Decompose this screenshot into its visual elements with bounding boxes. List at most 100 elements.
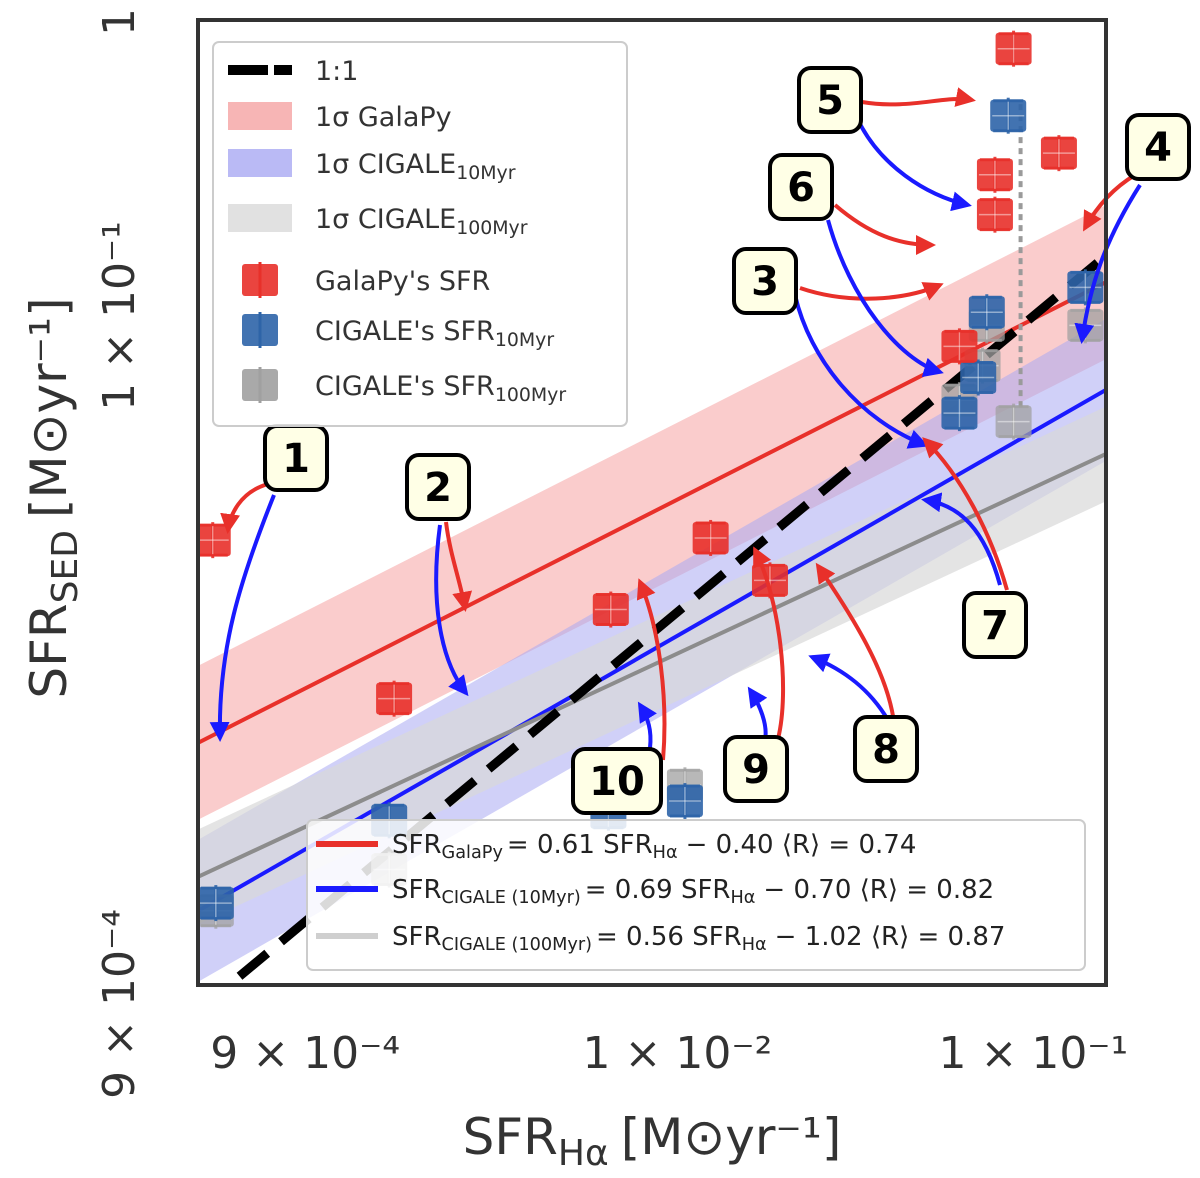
fit-line-cigale-100myr- [198,452,1106,879]
marker-square [968,296,1005,329]
y-axis-label-sub: SED [45,530,86,603]
callout-arrow-5-blue [856,119,972,212]
callout-arrow-2-red [444,521,473,612]
legend-label-pts_cigale100-sub: 100Myr [495,384,567,406]
callout-box-5 [797,66,863,134]
callout-label-7: 7 [981,603,1009,649]
legend-label-pts_cigale10: CIGALE's SFR10Myr [315,316,554,351]
fit-legend-lhs: SFR [392,922,442,952]
legend-frame [212,41,628,427]
callout-label-4: 4 [1144,125,1172,171]
legend-swatch-band_cigale100 [228,204,292,232]
y-tick-label-0: 9 × 10⁻⁴ [94,909,145,1099]
callout-arrow-1-blue [209,494,276,742]
legend-swatch-band_cigale10 [228,149,292,177]
point-galapy-s-sfr-10 [592,591,629,628]
callout-arrow-8-blue [808,653,890,722]
callout-label-5: 5 [816,78,844,124]
marker-square [376,682,413,715]
callout-label-8: 8 [872,727,900,773]
callout-box-6 [768,153,834,221]
y-axis-label: SFRSED [M⊙yr⁻¹] [20,297,86,698]
x-axis-label-unit: [M⊙yr⁻¹] [621,1108,842,1166]
callout-label-6: 6 [787,165,815,211]
x-tick-label-0: 9 × 10⁻⁴ [210,1028,400,1079]
callout-box-8 [853,715,919,783]
legend-label-one_to_one: 1:1 [315,56,358,87]
x-tick-label-2: 1 × 10⁻¹ [938,1028,1128,1079]
marker-square [995,405,1032,438]
legend-label-band_cigale100: 1σ CIGALE100Myr [315,204,528,239]
fit-legend-tail: − 0.40 ⟨R⟩ = 0.74 [686,830,917,860]
marker-square [592,593,629,626]
callout-arrow-1-red [220,482,269,534]
point-galapy-s-sfr-9 [692,519,729,556]
callout-arrow-9-red [753,546,786,740]
legend-label-pts_cigale10-main: CIGALE's SFR [315,316,495,347]
fit-legend-rhs: = 0.56 SFR [596,922,742,952]
legend-label-band_cigale10-main: 1σ CIGALE [315,149,456,180]
legend-label-pts_cigale10-sub: 10Myr [495,329,555,351]
point-cigale-s-sfr10myr-3 [960,359,997,396]
point-galapy-s-sfr-2 [376,680,413,717]
x-ticks: 9 × 10⁻⁴ 1 × 10⁻² 1 × 10⁻¹ [210,1028,1128,1079]
point-galapy-s-sfr-4 [1040,135,1077,172]
callout-box-4 [1125,113,1191,181]
point-cigale-s-sfr10myr-9 [666,783,703,820]
callout-box-3 [732,247,798,315]
point-cigale-s-sfr10myr-7 [941,395,978,432]
callouts: 1 2 3 4 56 7 8 9 10 [209,66,1191,815]
point-cigale-s-sfr10myr-5 [990,97,1027,134]
axis-labels: SFR Hα [M⊙yr⁻¹] SFR SED [M⊙yr⁻¹] [20,297,841,1173]
x-axis-label: SFRHα [M⊙yr⁻¹] [463,1108,842,1174]
fit-legend-label-2: SFRCIGALE (100Myr) = 0.56 SFRHα − 1.02 ⟨R⟩… [392,922,1005,955]
fit-legend-lhs: SFR [392,875,442,905]
callout-arrow-7-blue [921,492,1002,586]
point-galapy-s-sfr-3 [976,196,1013,233]
fit-legend-lhs-sub: CIGALE (10Myr) [442,888,581,908]
marker-square [976,198,1013,231]
callout-arrow-3-blue [793,294,929,449]
x-axis-label-sub: Hα [558,1133,609,1174]
callout-arrow-6-blue [826,219,944,377]
y-tick-label-2: 1 [94,8,145,36]
callout-arrow-2-blue [434,524,469,697]
callout-box-9 [723,735,789,803]
marker-square [692,521,729,554]
point-cigale-s-sfr100myr-5 [995,403,1032,440]
fit-legend-lhs-sub: GalaPy [442,843,503,863]
callout-label-10: 10 [589,759,645,805]
fit-legend-lhs: SFR [392,830,442,860]
callout-arrow-10-red [636,578,667,761]
legend-label-band_cigale100-main: 1σ CIGALE [315,204,456,235]
marker-square [666,785,703,818]
marker-square [960,361,997,394]
marker-square [198,887,234,920]
legend-label-band_cigale100-sub: 100Myr [456,217,528,239]
callout-arrow-8-red [815,562,895,717]
y-ticks: 9 × 10⁻⁴ 1 × 10⁻¹ 1 [94,8,145,1099]
point-galapy-s-sfr-6 [976,156,1013,193]
fit-legend-rhs-sub: Hα [742,935,767,955]
marker-square [941,330,978,363]
y-axis-label-unit: [M⊙yr⁻¹] [20,297,78,518]
point-galapy-s-sfr-1 [198,522,231,559]
fit-legend-rhs: = 0.61 SFR [507,830,653,860]
callout-arrow-6-red [833,203,936,255]
legend-label-pts_galapy: GalaPy's SFR [315,266,490,297]
marker-square [941,397,978,430]
fit-legend-lhs-sub: CIGALE (100Myr) [442,935,592,955]
legend-label-band_cigale10: 1σ CIGALE10Myr [315,149,516,184]
point-galapy-s-sfr-5 [995,30,1032,67]
marker-square [990,99,1027,132]
plot-frame [196,18,1108,987]
legend-label-one_to_one-main: 1:1 [315,56,358,87]
callout-arrow-5-red [861,87,976,107]
callout-arrow-10-blue [637,701,657,749]
callout-arrow-7-red [922,437,1009,591]
callout-arrow-4-blue [1074,183,1142,344]
point-cigale-s-sfr10myr-1 [198,885,234,922]
x-tick-label-1: 1 × 10⁻² [583,1028,773,1079]
y-tick-label-1: 1 × 10⁻¹ [94,221,145,411]
